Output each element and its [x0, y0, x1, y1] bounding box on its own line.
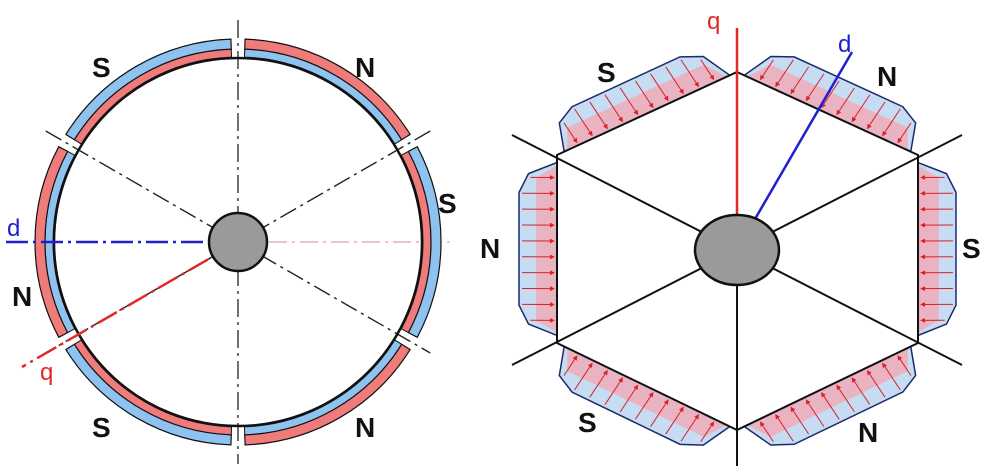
magnet-outer-layer: [65, 343, 232, 446]
field-arrow: [866, 101, 886, 130]
left-pole-label: N: [355, 52, 375, 83]
field-region-inner: [919, 166, 939, 332]
magnet-outer-layer: [407, 145, 442, 339]
field-arrow: [650, 399, 669, 427]
field-arrow: [563, 122, 578, 144]
right-d-axis-label: d: [838, 31, 851, 58]
field-arrow: [790, 406, 810, 435]
right-shaft: [693, 213, 781, 287]
field-arrow: [700, 59, 715, 81]
field-arrow: [882, 108, 901, 137]
left-pole-label: S: [92, 412, 111, 443]
left-pole-label: S: [92, 52, 111, 83]
right-rotor-diagram: q d S N S N S N: [480, 8, 981, 466]
magnet-outer-layer: [65, 38, 232, 141]
right-pole-label: N: [858, 417, 878, 448]
field-arrow: [619, 87, 639, 116]
field-arrow: [563, 355, 578, 376]
left-q-axis-line: [21, 240, 239, 369]
magnet-outer-layer: [34, 145, 69, 339]
field-arrow: [619, 384, 639, 413]
right-pole-label: N: [480, 233, 500, 264]
field-arrow: [680, 59, 700, 88]
field-arrow: [882, 362, 901, 391]
field-arrow: [805, 73, 825, 102]
right-rotor-outline: [556, 70, 919, 432]
field-arrow: [759, 59, 774, 81]
right-pole-label: S: [597, 57, 616, 88]
field-arrow: [574, 362, 593, 391]
field-arrow: [821, 391, 840, 420]
field-arrow: [589, 369, 608, 398]
field-arrow: [897, 355, 912, 376]
left-pole-label: S: [438, 188, 457, 219]
field-arrow: [805, 399, 825, 427]
field-arrow: [851, 377, 871, 405]
field-arrow: [604, 94, 624, 123]
field-arrow: [650, 73, 669, 102]
field-arrow: [634, 80, 654, 109]
left-q-axis-label: q: [40, 359, 53, 386]
field-arrow: [851, 94, 871, 123]
field-arrow: [574, 108, 593, 137]
right-d-axis-line: [735, 51, 854, 251]
left-shaft: [207, 211, 269, 273]
field-arrow: [821, 80, 840, 109]
field-arrow: [866, 369, 886, 398]
field-arrow: [680, 414, 700, 442]
right-q-axis-label: q: [707, 8, 720, 35]
magnet-outer-layer: [244, 343, 411, 446]
field-region-inner: [536, 166, 556, 332]
field-arrow: [775, 59, 794, 88]
right-pole-label: N: [877, 61, 897, 92]
field-arrow: [836, 384, 855, 413]
magnet-outer-layer: [244, 38, 411, 141]
field-arrow: [665, 66, 684, 95]
field-arrow: [634, 391, 654, 420]
field-arrow: [775, 414, 794, 442]
right-pole-label: S: [578, 407, 597, 438]
left-pole-label: N: [355, 412, 375, 443]
right-pole-label: S: [962, 233, 981, 264]
field-arrow: [665, 406, 684, 435]
field-arrow: [589, 101, 608, 130]
right-field-regions: [518, 55, 957, 446]
field-arrow: [790, 66, 810, 95]
field-arrow: [700, 421, 715, 443]
left-d-axis-label: d: [7, 215, 20, 242]
field-arrow: [836, 87, 855, 116]
left-pole-label: N: [12, 281, 32, 312]
left-rotor-diagram: d q S N S N S N: [6, 20, 457, 464]
left-magnets: [34, 38, 442, 446]
field-arrow: [759, 421, 774, 443]
field-arrow: [897, 122, 912, 144]
field-arrow: [604, 377, 624, 405]
